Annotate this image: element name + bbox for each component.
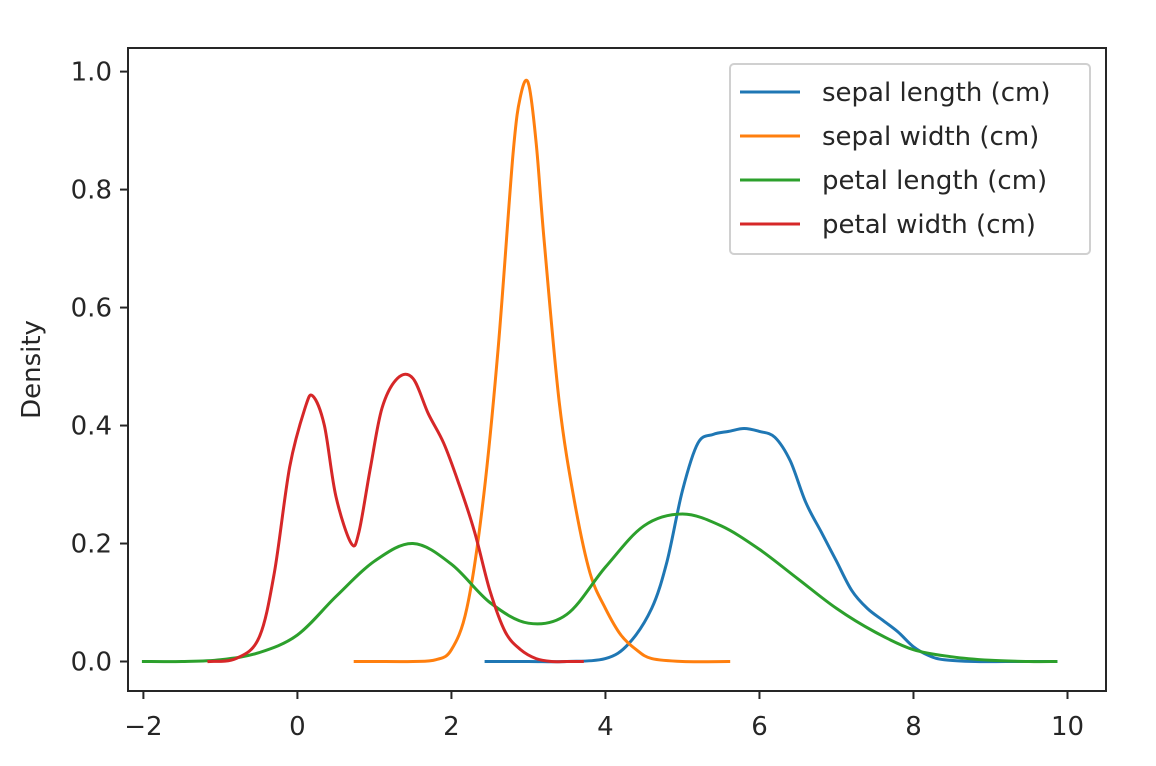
series-line-sepal-width [353,78,731,664]
y-axis: 0.0 0.2 0.4 0.6 0.8 1.0 [71,58,128,678]
legend: sepal length (cm) sepal width (cm) petal l… [729,63,1091,255]
legend-label-sepal-length: sepal length (cm) [822,78,1051,108]
series-layer [141,78,1058,664]
y-tick-label: 0.0 [71,648,112,678]
series-line-petal-length [141,512,1058,664]
legend-label-sepal-width: sepal width (cm) [822,122,1039,152]
x-tick-label: 0 [289,712,306,742]
x-axis: −2 0 2 4 6 8 10 [124,691,1084,742]
y-tick-label: 0.8 [71,176,112,206]
plot-frame [127,47,1107,692]
series-line-sepal-length [484,427,1058,664]
x-tick-label: −2 [124,712,162,742]
y-tick-label: 1.0 [71,58,112,88]
y-tick-label: 0.2 [71,530,112,560]
x-tick-label: 8 [905,712,922,742]
legend-frame [729,63,1091,255]
x-tick-label: 4 [597,712,614,742]
series-line-petal-width [207,372,584,664]
legend-label-petal-width: petal width (cm) [822,210,1036,240]
y-tick-label: 0.4 [71,412,112,442]
legend-label-petal-length: petal length (cm) [822,166,1047,196]
x-tick-label: 10 [1051,712,1084,742]
x-tick-label: 6 [751,712,768,742]
y-tick-label: 0.6 [71,294,112,324]
x-tick-label: 2 [443,712,460,742]
y-axis-label: Density [17,320,47,419]
